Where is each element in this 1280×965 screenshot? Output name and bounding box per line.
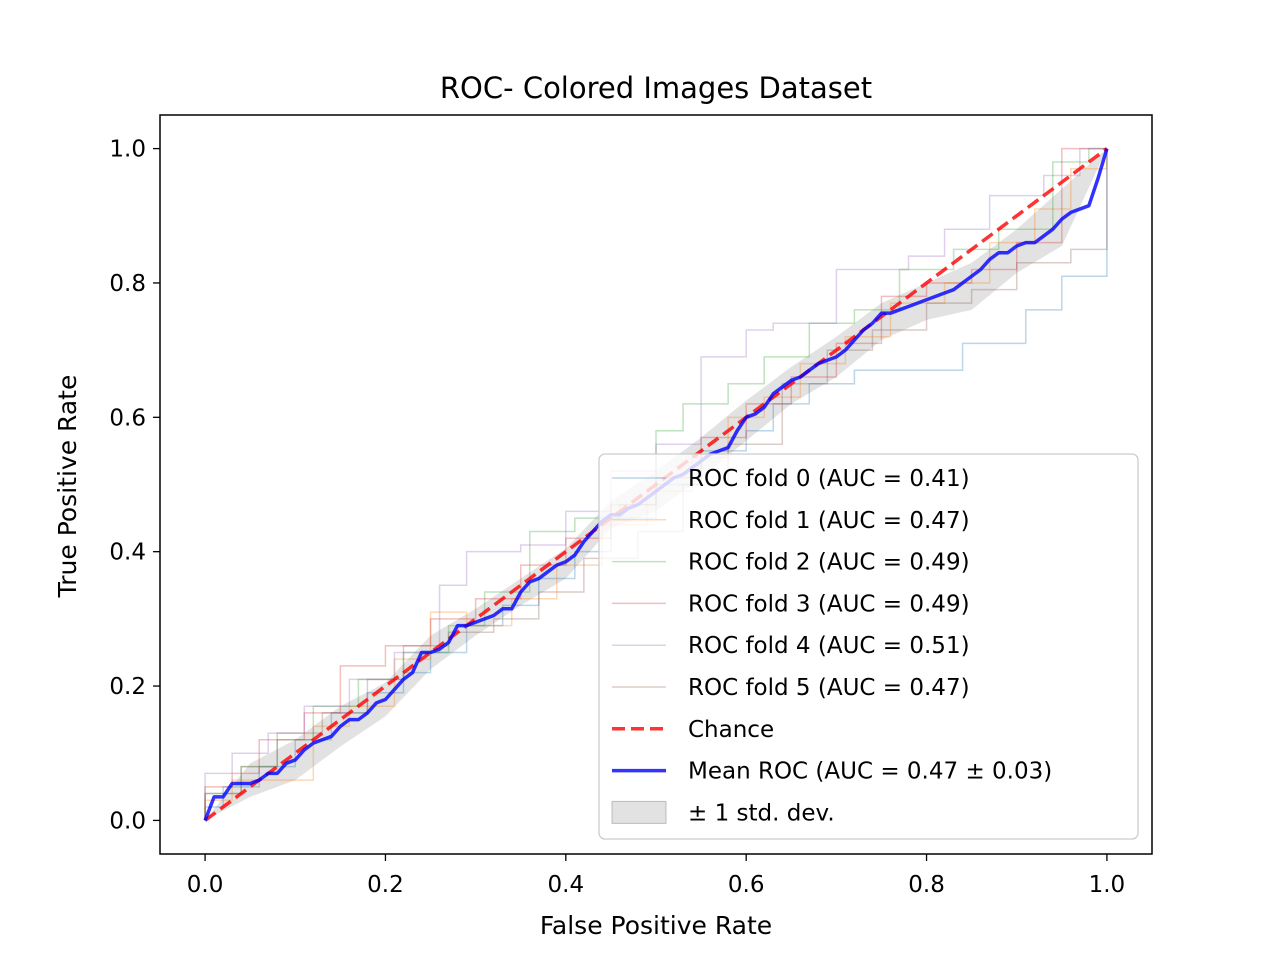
legend: ROC fold 0 (AUC = 0.41) ROC fold 1 (AUC =… [598, 453, 1139, 840]
x-tick-label: 0.0 [187, 872, 224, 898]
legend-label: Mean ROC (AUC = 0.47 ± 0.03) [688, 759, 1052, 785]
x-tick-label: 1.0 [1089, 872, 1126, 898]
x-axis-label: False Positive Rate [540, 911, 772, 940]
y-tick-label: 0.8 [109, 271, 146, 297]
legend-item: Chance [612, 717, 774, 743]
legend-label: ROC fold 1 (AUC = 0.47) [688, 508, 970, 534]
y-axis-label: True Positive Rate [53, 375, 82, 599]
x-tick-label: 0.2 [367, 872, 404, 898]
legend-label: Chance [688, 717, 774, 743]
y-tick-label: 0.0 [109, 808, 146, 834]
legend-label: ROC fold 0 (AUC = 0.41) [688, 466, 970, 492]
legend-label: ROC fold 2 (AUC = 0.49) [688, 550, 970, 576]
axis-ticks: 0.0 0.2 0.4 0.6 0.8 1.0 0.0 0.2 0.4 0.6 0.8 1.0 [109, 137, 1125, 898]
legend-item: ROC fold 1 (AUC = 0.47) [612, 508, 970, 534]
legend-label: ROC fold 3 (AUC = 0.49) [688, 591, 970, 617]
legend-item: ROC fold 0 (AUC = 0.41) [612, 466, 970, 492]
legend-item: ROC fold 3 (AUC = 0.49) [612, 591, 970, 617]
legend-item: ROC fold 2 (AUC = 0.49) [612, 550, 970, 576]
y-tick-label: 1.0 [109, 137, 146, 163]
x-tick-label: 0.6 [728, 872, 765, 898]
legend-std-swatch [611, 800, 667, 824]
legend-item: ± 1 std. dev. [611, 800, 835, 826]
legend-label: ROC fold 4 (AUC = 0.51) [688, 633, 970, 659]
x-tick-label: 0.8 [908, 872, 945, 898]
legend-item: ROC fold 4 (AUC = 0.51) [612, 633, 970, 659]
x-tick-label: 0.4 [548, 872, 585, 898]
y-tick-label: 0.4 [109, 540, 146, 566]
legend-items: ROC fold 0 (AUC = 0.41) ROC fold 1 (AUC =… [611, 466, 1052, 826]
legend-box [598, 453, 1139, 840]
chart-title: ROC- Colored Images Dataset [440, 71, 872, 105]
y-tick-label: 0.6 [109, 405, 146, 431]
axes-frame [159, 114, 1153, 855]
legend-label: ± 1 std. dev. [688, 800, 835, 826]
legend-item: Mean ROC (AUC = 0.47 ± 0.03) [612, 759, 1052, 785]
legend-item: ROC fold 5 (AUC = 0.47) [612, 675, 970, 701]
y-tick-label: 0.2 [109, 674, 146, 700]
legend-label: ROC fold 5 (AUC = 0.47) [688, 675, 970, 701]
